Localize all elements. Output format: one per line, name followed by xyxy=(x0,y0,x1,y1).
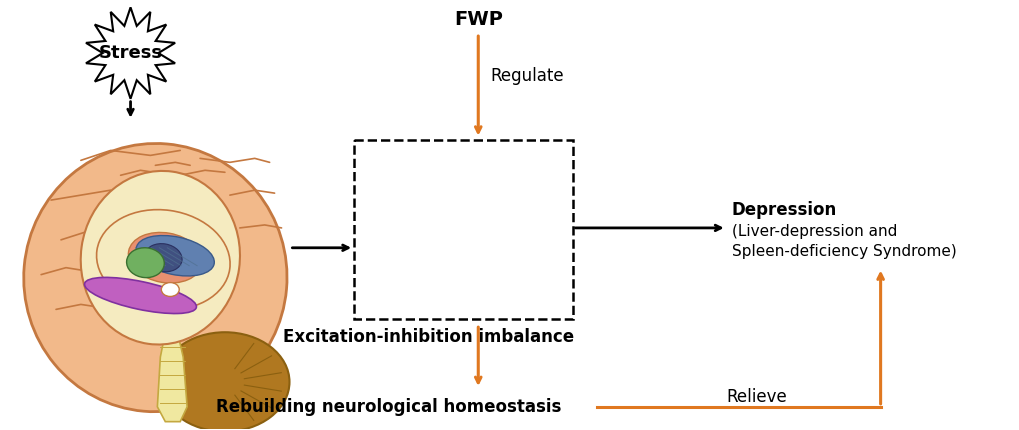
Text: excitation: excitation xyxy=(409,210,484,225)
Ellipse shape xyxy=(145,244,182,272)
Ellipse shape xyxy=(137,236,214,276)
Text: ↑: ↑ xyxy=(537,270,554,289)
Ellipse shape xyxy=(161,283,179,296)
Text: Stress: Stress xyxy=(99,44,162,62)
Ellipse shape xyxy=(23,144,286,412)
Text: Regulate: Regulate xyxy=(490,67,564,85)
Text: Relieve: Relieve xyxy=(726,388,786,406)
Text: FWP: FWP xyxy=(453,10,502,29)
Text: ↓: ↓ xyxy=(537,200,554,220)
Text: Depression: Depression xyxy=(731,201,836,219)
Ellipse shape xyxy=(126,248,164,278)
Text: Excitation-inhibition imbalance: Excitation-inhibition imbalance xyxy=(282,328,574,346)
Text: Rebuilding neurological homeostasis: Rebuilding neurological homeostasis xyxy=(216,398,561,416)
Text: excitation: excitation xyxy=(409,280,484,295)
Ellipse shape xyxy=(81,171,239,344)
Text: Spleen-deficiency Syndrome): Spleen-deficiency Syndrome) xyxy=(731,244,956,259)
Ellipse shape xyxy=(85,277,197,313)
FancyBboxPatch shape xyxy=(354,141,572,319)
Polygon shape xyxy=(157,312,186,422)
Ellipse shape xyxy=(128,233,202,283)
Text: Hippocampus: Hippocampus xyxy=(393,193,498,208)
Text: (Liver-depression and: (Liver-depression and xyxy=(731,224,896,240)
Ellipse shape xyxy=(97,210,230,310)
Text: Amygdala: Amygdala xyxy=(408,262,484,277)
Ellipse shape xyxy=(160,332,289,430)
